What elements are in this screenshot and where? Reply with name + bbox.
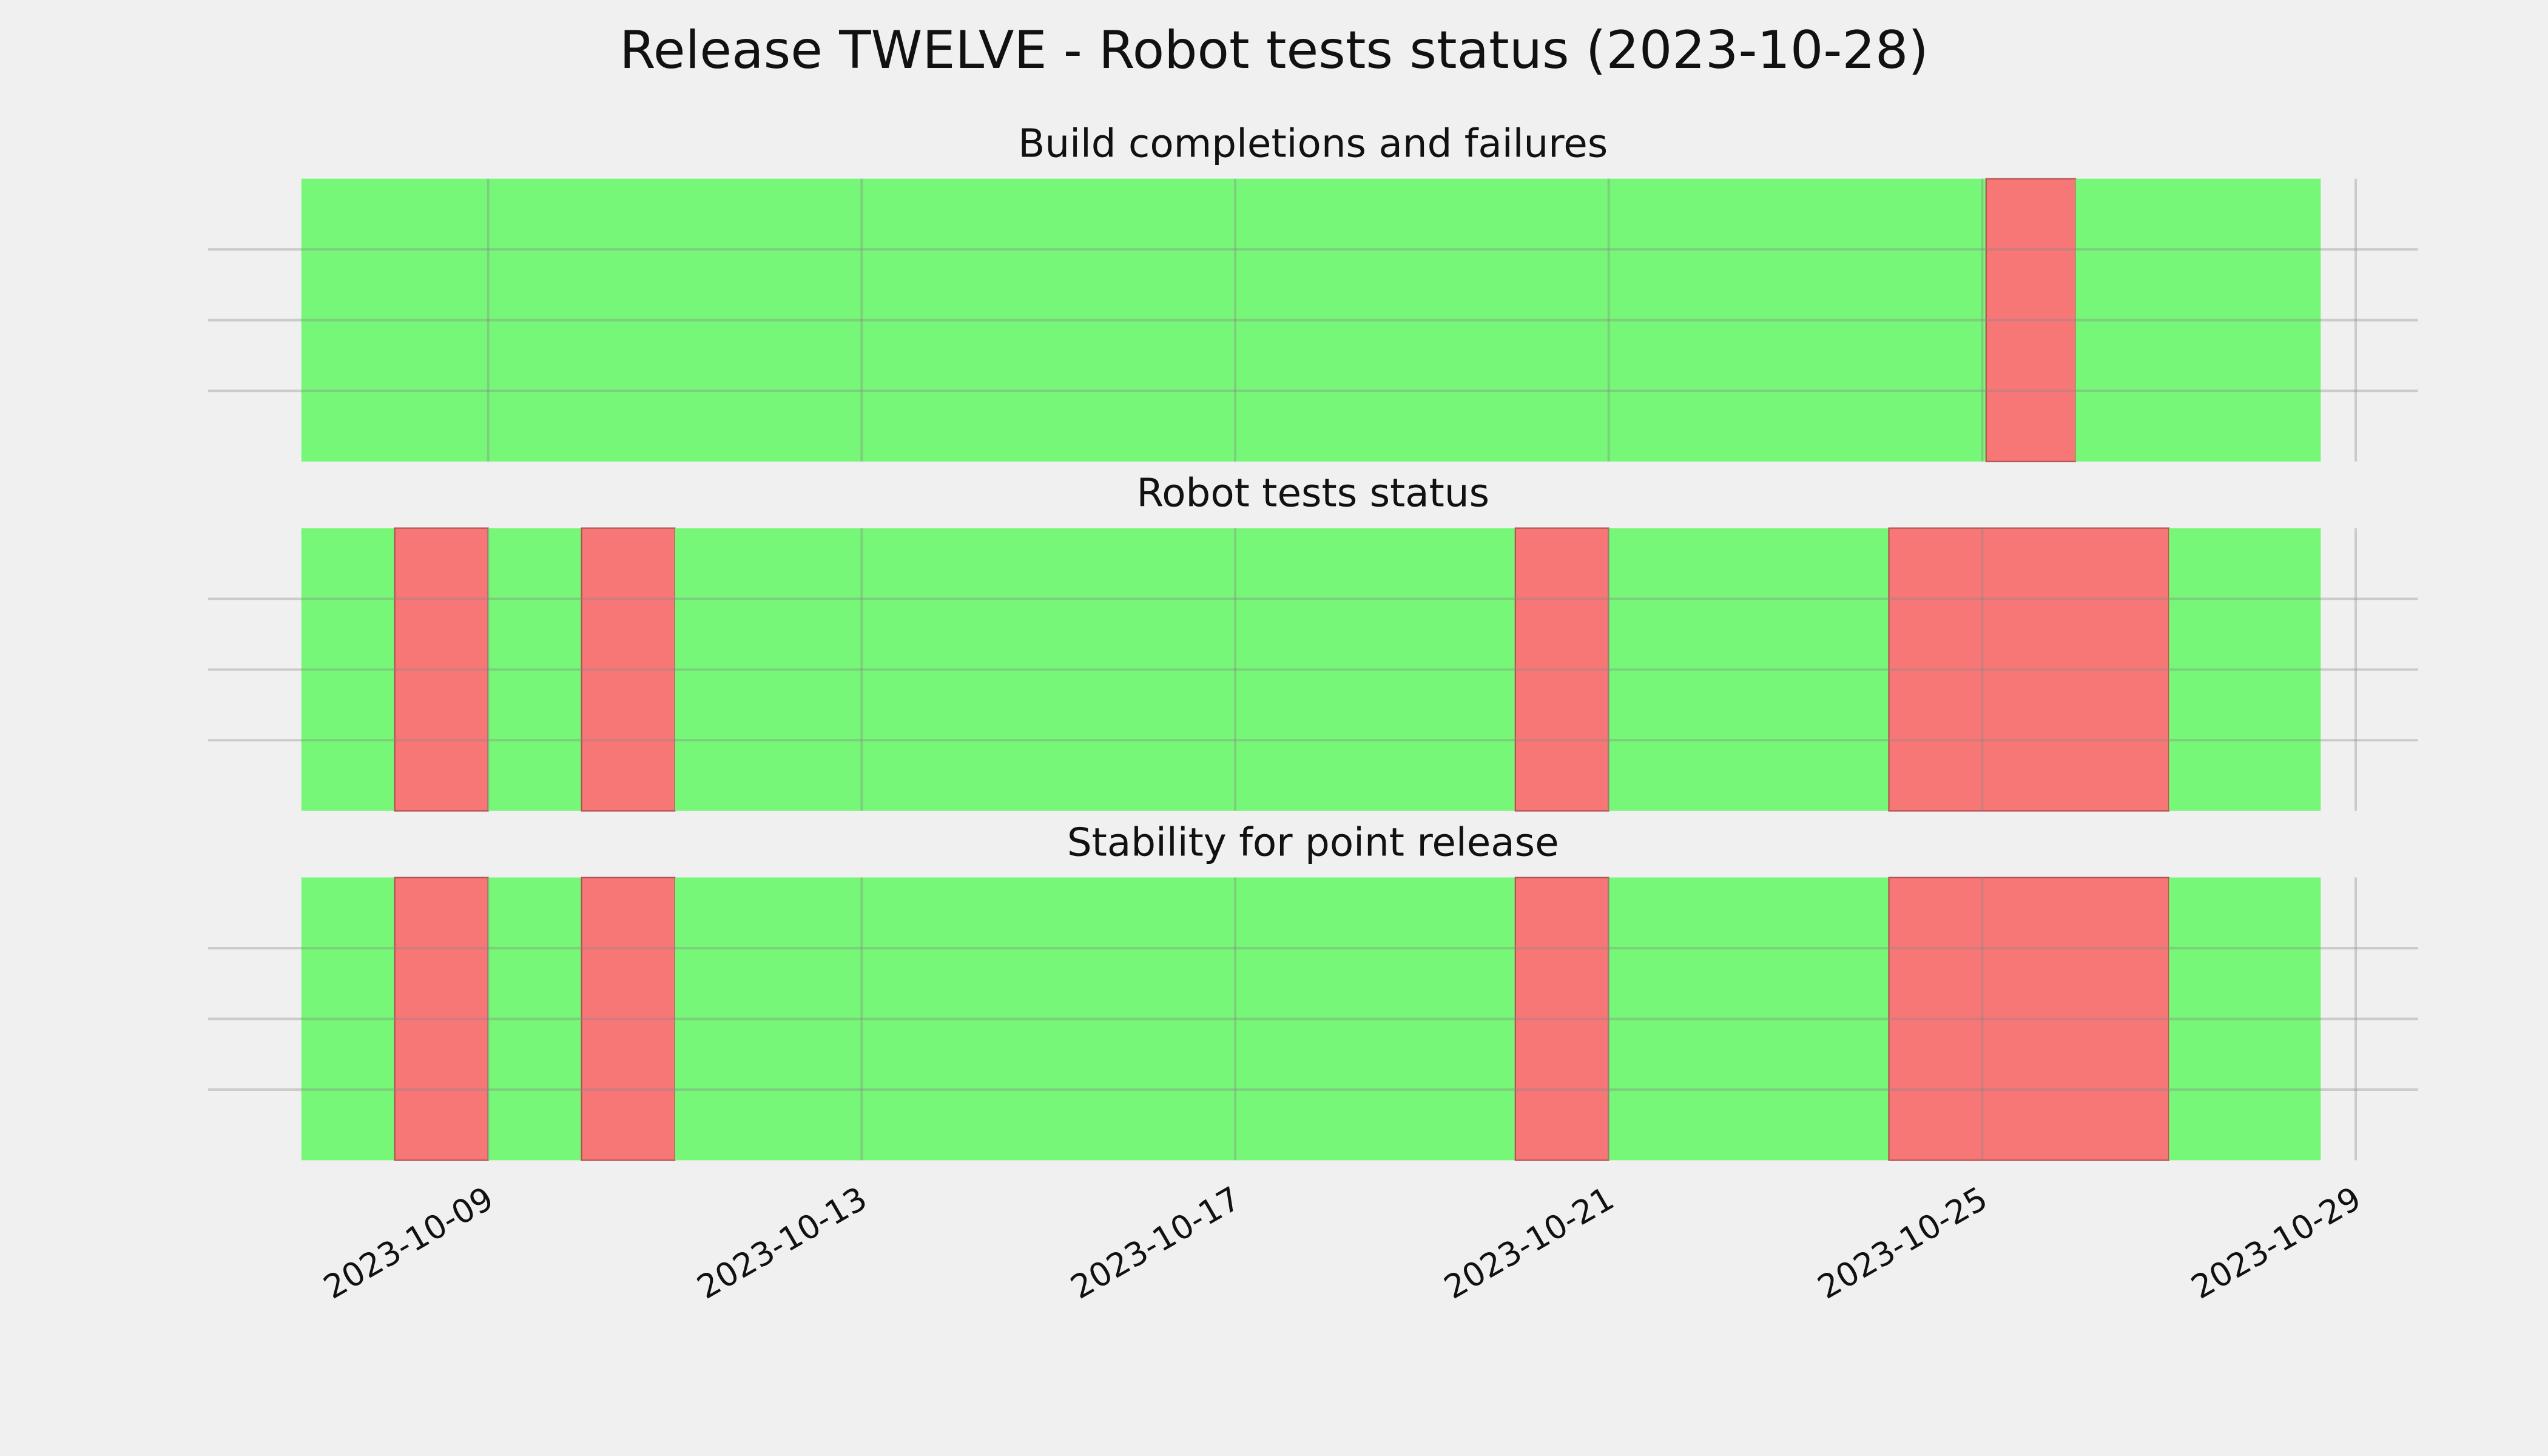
status-span (675, 877, 1515, 1161)
status-span (394, 877, 489, 1161)
status-span (488, 877, 582, 1161)
panel-title: Robot tests status (1136, 471, 1489, 516)
status-span (488, 528, 582, 811)
panel-title: Stability for point release (1067, 820, 1559, 865)
status-span (675, 528, 1515, 811)
status-span (1608, 528, 1889, 811)
x-tick-label: 2023-10-13 (690, 1179, 873, 1306)
x-tick-label: 2023-10-29 (2185, 1179, 2367, 1306)
panel-title: Build completions and failures (1018, 121, 1608, 167)
status-span (2075, 178, 2321, 462)
chart-title: Release TWELVE - Robot tests status (202… (619, 20, 1929, 81)
status-span (1514, 877, 1609, 1161)
x-tick-label: 2023-10-25 (1812, 1179, 1994, 1306)
status-span (2169, 528, 2321, 811)
status-span (1608, 877, 1889, 1161)
status-span (2169, 877, 2321, 1161)
status-span (1985, 178, 2077, 462)
status-span (301, 528, 395, 811)
status-span (301, 178, 1986, 462)
status-span (1514, 527, 1609, 812)
x-tick-label: 2023-10-21 (1438, 1179, 1620, 1306)
status-span (1888, 877, 2170, 1161)
status-span (581, 527, 676, 812)
status-span (301, 877, 395, 1161)
x-tick-label: 2023-10-09 (317, 1179, 500, 1306)
status-span (1888, 527, 2170, 812)
x-tick-label: 2023-10-17 (1064, 1179, 1247, 1306)
status-span (394, 527, 489, 812)
